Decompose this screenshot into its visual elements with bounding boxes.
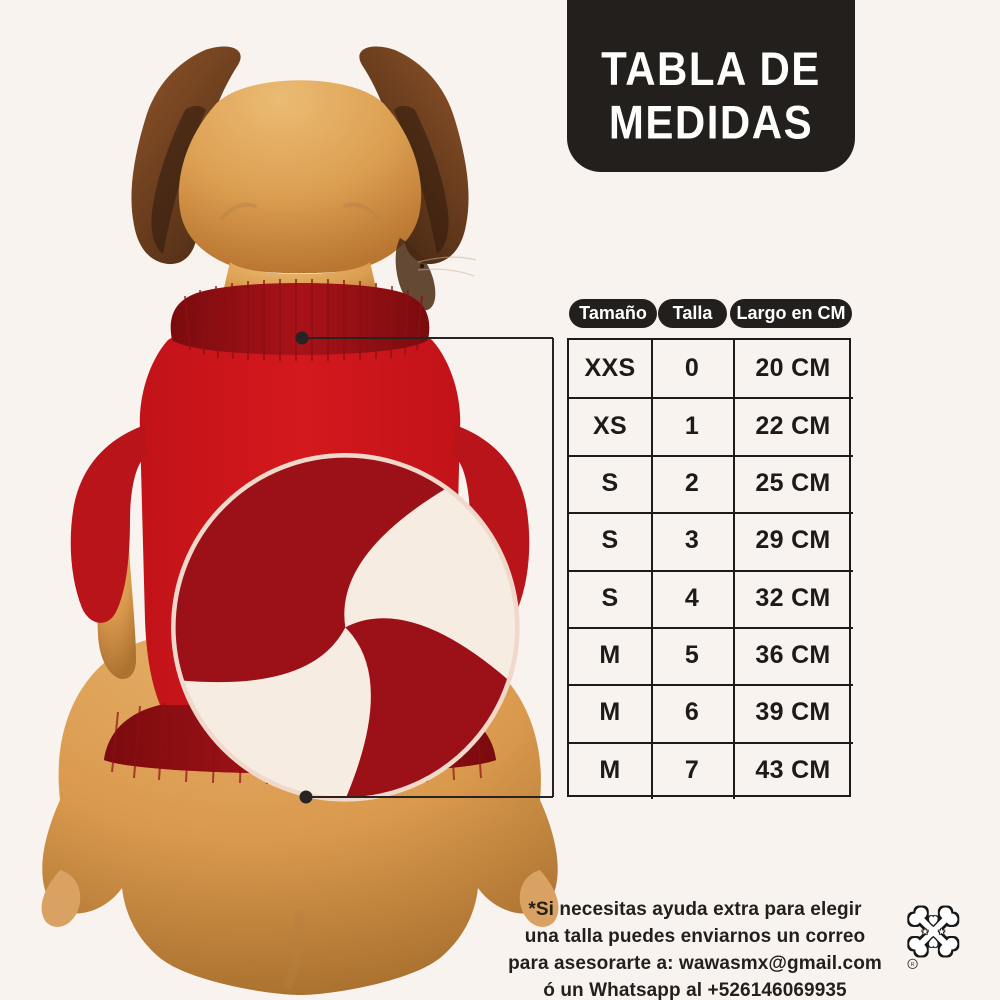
svg-text:R: R: [911, 962, 915, 968]
